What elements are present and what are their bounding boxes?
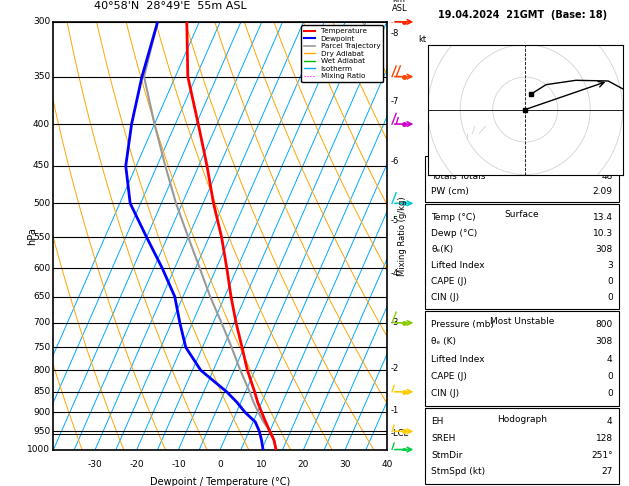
Text: 900: 900 <box>33 408 50 417</box>
Text: 27: 27 <box>601 157 613 167</box>
Text: 0: 0 <box>607 277 613 286</box>
Text: StmDir: StmDir <box>431 451 463 460</box>
Text: -20: -20 <box>130 460 144 469</box>
Text: Most Unstable: Most Unstable <box>490 317 554 327</box>
Text: -LCL: -LCL <box>390 430 408 438</box>
Text: CIN (J): CIN (J) <box>431 389 460 398</box>
Text: 500: 500 <box>33 199 50 208</box>
Text: 4: 4 <box>607 355 613 364</box>
Text: 300: 300 <box>33 17 50 26</box>
Text: 0: 0 <box>607 293 613 302</box>
Text: 40°58'N  28°49'E  55m ASL: 40°58'N 28°49'E 55m ASL <box>94 1 247 11</box>
Text: 308: 308 <box>596 337 613 347</box>
Text: 3: 3 <box>607 261 613 270</box>
Text: K: K <box>431 157 437 167</box>
Text: 750: 750 <box>33 343 50 352</box>
Text: EH: EH <box>431 417 444 427</box>
Text: 700: 700 <box>33 318 50 328</box>
Text: 650: 650 <box>33 292 50 301</box>
Text: 550: 550 <box>33 233 50 242</box>
Text: 10: 10 <box>256 460 267 469</box>
Text: 800: 800 <box>33 366 50 375</box>
Text: 4: 4 <box>607 417 613 427</box>
Text: -1: -1 <box>390 406 398 415</box>
Text: 20: 20 <box>298 460 309 469</box>
Text: CIN (J): CIN (J) <box>431 293 460 302</box>
Text: Dewp (°C): Dewp (°C) <box>431 229 478 238</box>
Text: Totals Totals: Totals Totals <box>431 172 486 181</box>
Bar <box>425 311 619 406</box>
Text: CAPE (J): CAPE (J) <box>431 277 467 286</box>
Text: 850: 850 <box>33 387 50 396</box>
Text: kt: kt <box>418 35 426 44</box>
Text: 27: 27 <box>601 468 613 476</box>
Text: -30: -30 <box>88 460 103 469</box>
Text: 2.09: 2.09 <box>593 187 613 196</box>
Text: 40: 40 <box>381 460 392 469</box>
Text: Lifted Index: Lifted Index <box>431 355 485 364</box>
Text: θₑ (K): θₑ (K) <box>431 337 457 347</box>
Bar <box>425 204 619 309</box>
Text: 48: 48 <box>601 172 613 181</box>
Text: 19.04.2024  21GMT  (Base: 18): 19.04.2024 21GMT (Base: 18) <box>438 10 606 20</box>
Text: 1000: 1000 <box>27 445 50 454</box>
Text: 251°: 251° <box>591 451 613 460</box>
Text: 450: 450 <box>33 161 50 171</box>
Text: CAPE (J): CAPE (J) <box>431 372 467 381</box>
Text: 128: 128 <box>596 434 613 443</box>
Text: Hodograph: Hodograph <box>497 415 547 424</box>
Text: θₑ(K): θₑ(K) <box>431 245 454 254</box>
Legend: Temperature, Dewpoint, Parcel Trajectory, Dry Adiabat, Wet Adiabat, Isotherm, Mi: Temperature, Dewpoint, Parcel Trajectory… <box>301 25 383 82</box>
Text: 0: 0 <box>607 389 613 398</box>
Text: 800: 800 <box>596 320 613 330</box>
Bar <box>425 156 619 202</box>
Text: 13.4: 13.4 <box>593 213 613 223</box>
Text: Mixing Ratio (g/kg): Mixing Ratio (g/kg) <box>398 196 407 276</box>
Text: -8: -8 <box>390 29 399 38</box>
Text: PW (cm): PW (cm) <box>431 187 469 196</box>
Text: 600: 600 <box>33 263 50 273</box>
Text: -2: -2 <box>390 364 398 373</box>
Text: -5: -5 <box>390 216 398 225</box>
Text: Lifted Index: Lifted Index <box>431 261 485 270</box>
Text: -3: -3 <box>390 318 399 328</box>
Text: Temp (°C): Temp (°C) <box>431 213 476 223</box>
Text: 308: 308 <box>596 245 613 254</box>
Text: -6: -6 <box>390 157 399 166</box>
Text: Pressure (mb): Pressure (mb) <box>431 320 494 330</box>
Text: hPa: hPa <box>27 227 36 244</box>
Text: 350: 350 <box>33 72 50 81</box>
Text: 10.3: 10.3 <box>593 229 613 238</box>
Text: 0: 0 <box>607 372 613 381</box>
Text: SREH: SREH <box>431 434 456 443</box>
Text: StmSpd (kt): StmSpd (kt) <box>431 468 486 476</box>
Text: Dewpoint / Temperature (°C): Dewpoint / Temperature (°C) <box>150 477 290 486</box>
Bar <box>425 408 619 484</box>
Text: -7: -7 <box>390 97 399 105</box>
Text: -10: -10 <box>171 460 186 469</box>
Text: km
ASL: km ASL <box>392 0 408 13</box>
Text: 950: 950 <box>33 427 50 436</box>
Text: Surface: Surface <box>504 210 540 220</box>
Text: 30: 30 <box>340 460 351 469</box>
Text: 400: 400 <box>33 120 50 129</box>
Text: 0: 0 <box>217 460 223 469</box>
Text: -4: -4 <box>390 269 398 278</box>
